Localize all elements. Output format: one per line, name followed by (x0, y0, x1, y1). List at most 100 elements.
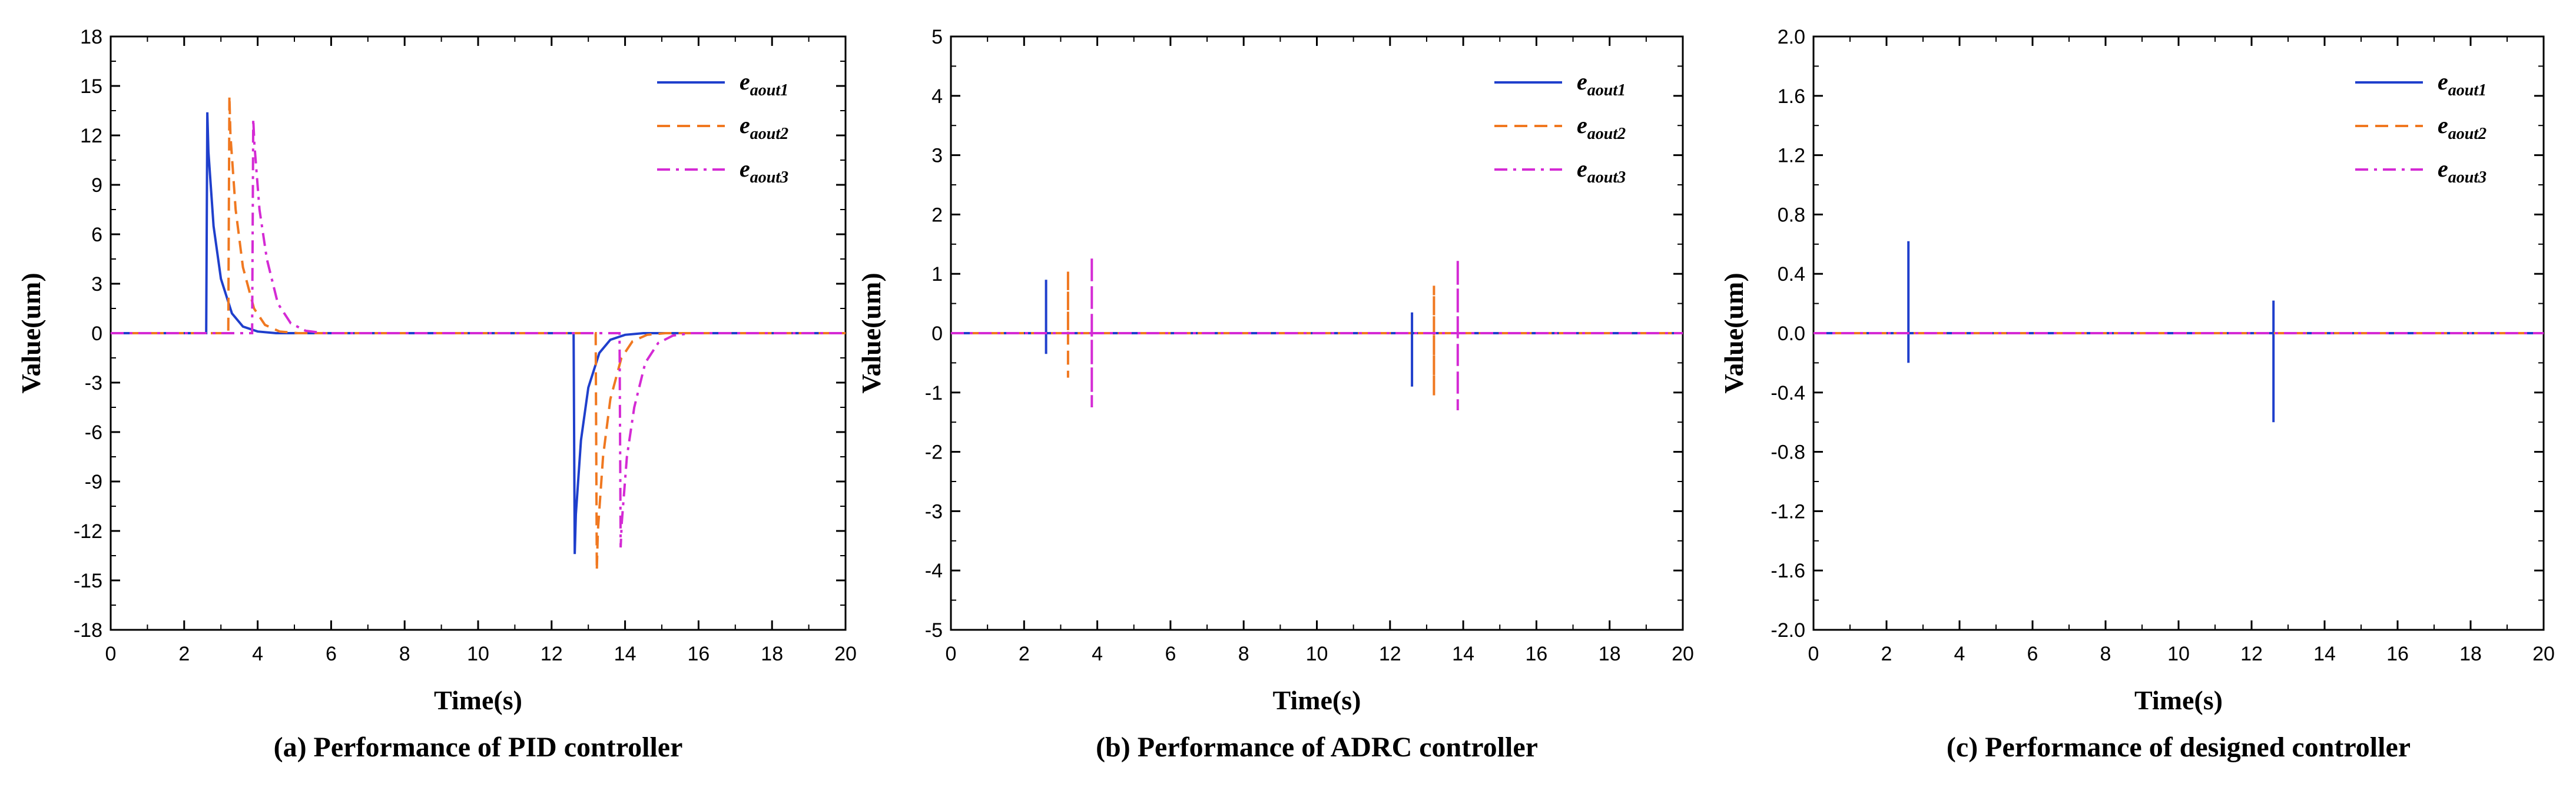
legend-label: eaout2 (1577, 112, 1626, 143)
x-tick-label: 10 (2167, 643, 2190, 665)
x-tick-label: 12 (541, 643, 563, 665)
x-tick-label: 0 (946, 643, 957, 665)
y-tick-label: 3 (931, 145, 943, 167)
x-tick-label: 8 (1238, 643, 1249, 665)
legend-subscript: aout1 (1587, 81, 1626, 99)
panel-caption: (a) Performance of PID controller (274, 732, 683, 763)
x-tick-label: 6 (1165, 643, 1176, 665)
y-tick-label: 2 (931, 204, 943, 226)
x-tick-label: 12 (2240, 643, 2263, 665)
legend-label: eaout1 (2438, 68, 2487, 99)
chart-panel-2: 0 2 4 6 8 10 12 14 16 18 20 2.0 1.6 1.2 0.8 0.4 0.0 -0.4 -… (1719, 26, 2555, 763)
x-tick-label: 20 (834, 643, 857, 665)
series-line-eaout3 (111, 118, 846, 548)
x-tick-label: 4 (1092, 643, 1103, 665)
y-tick-label: -9 (85, 471, 102, 493)
x-axis-title: Time(s) (434, 685, 522, 715)
x-axis-title: Time(s) (2134, 685, 2223, 715)
y-tick-label: -6 (85, 421, 102, 444)
legend-subscript: aout3 (1587, 168, 1626, 187)
y-tick-label: 1 (931, 263, 943, 285)
y-tick-label: -18 (74, 619, 102, 642)
y-tick-label: 0.0 (1778, 323, 1805, 345)
legend-label: eaout3 (740, 155, 788, 187)
legend-subscript: aout1 (2448, 81, 2487, 99)
legend-subscript: aout2 (2448, 125, 2487, 143)
y-tick-label: -5 (925, 619, 943, 642)
legend-subscript: aout2 (1587, 125, 1626, 143)
y-tick-label: -3 (925, 500, 943, 523)
x-tick-label: 20 (1672, 643, 1694, 665)
y-tick-label: -4 (925, 560, 943, 582)
y-tick-label: -0.8 (1771, 441, 1805, 464)
legend-label: eaout2 (2438, 112, 2487, 143)
x-tick-label: 8 (2100, 643, 2111, 665)
series-line-eaout1 (1814, 241, 2544, 423)
y-tick-label: -0.4 (1771, 382, 1805, 404)
y-axis-title: Value(um) (1719, 273, 1749, 393)
y-tick-label: 0.8 (1778, 204, 1805, 226)
x-tick-label: 4 (1954, 643, 1965, 665)
y-tick-label: 0 (91, 323, 102, 345)
x-tick-label: 12 (1379, 643, 1401, 665)
y-tick-label: 15 (80, 75, 102, 98)
legend-label: eaout3 (1577, 155, 1626, 187)
legend-label: eaout2 (740, 112, 788, 143)
legend-label: eaout1 (740, 68, 788, 99)
chart-panel-0: 0 2 4 6 8 10 12 14 16 18 20 18 15 12 9 6 3 0 -3 -6 -9 -12 -15 -… (16, 26, 857, 763)
x-tick-label: 14 (1452, 643, 1474, 665)
x-tick-label: 0 (1808, 643, 1819, 665)
y-tick-label: -15 (74, 570, 102, 592)
legend-subscript: aout3 (2448, 168, 2487, 187)
x-tick-label: 8 (399, 643, 410, 665)
y-tick-label: 12 (80, 125, 102, 147)
series-line-eaout2 (951, 271, 1683, 396)
x-tick-label: 0 (105, 643, 117, 665)
y-axis-title: Value(um) (856, 273, 886, 393)
y-tick-label: 0.4 (1778, 263, 1805, 285)
x-tick-label: 18 (1599, 643, 1621, 665)
y-tick-label: 9 (91, 174, 102, 197)
legend-label: eaout1 (1577, 68, 1626, 99)
y-tick-label: -12 (74, 520, 102, 543)
y-tick-label: 18 (80, 26, 102, 48)
legend-subscript: aout3 (750, 168, 788, 187)
panel-caption: (c) Performance of designed controller (1947, 732, 2411, 763)
y-tick-label: -1.2 (1771, 500, 1805, 523)
legend-label: eaout3 (2438, 155, 2487, 187)
y-tick-label: 1.6 (1778, 85, 1805, 108)
x-tick-label: 6 (326, 643, 337, 665)
y-tick-label: 3 (91, 273, 102, 295)
y-tick-label: -1.6 (1771, 560, 1805, 582)
y-tick-label: -2 (925, 441, 943, 464)
legend-subscript: aout2 (750, 125, 788, 143)
y-tick-label: -3 (85, 372, 102, 394)
x-tick-label: 10 (467, 643, 489, 665)
x-tick-label: 16 (2386, 643, 2409, 665)
y-tick-label: 5 (931, 26, 943, 48)
x-tick-label: 18 (761, 643, 783, 665)
y-tick-label: -2.0 (1771, 619, 1805, 642)
x-tick-label: 20 (2532, 643, 2555, 665)
legend-subscript: aout1 (750, 81, 788, 99)
y-tick-label: 6 (91, 224, 102, 246)
y-tick-label: 2.0 (1778, 26, 1805, 48)
x-tick-label: 2 (1019, 643, 1030, 665)
x-tick-label: 14 (614, 643, 636, 665)
x-tick-label: 2 (1881, 643, 1892, 665)
x-tick-label: 10 (1306, 643, 1328, 665)
y-tick-label: 4 (931, 85, 943, 108)
x-tick-label: 6 (2027, 643, 2038, 665)
x-axis-title: Time(s) (1273, 685, 1361, 715)
panel-caption: (b) Performance of ADRC controller (1096, 732, 1538, 763)
x-tick-label: 14 (2313, 643, 2336, 665)
x-tick-label: 2 (178, 643, 190, 665)
y-tick-label: -1 (925, 382, 943, 404)
x-tick-label: 18 (2459, 643, 2482, 665)
y-tick-label: 1.2 (1778, 145, 1805, 167)
x-tick-label: 16 (687, 643, 710, 665)
y-axis-title: Value(um) (16, 273, 46, 393)
series-line-eaout3 (951, 256, 1683, 410)
y-tick-label: 0 (931, 323, 943, 345)
